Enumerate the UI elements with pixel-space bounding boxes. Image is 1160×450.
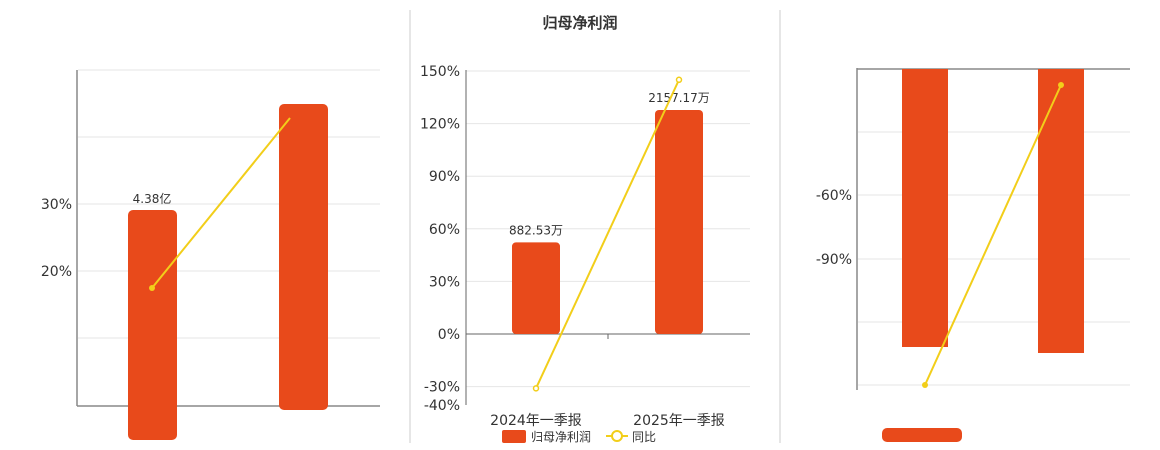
center-chart: 归母净利润 150% 120% 90% 60% 30% 0% -30% -40% 882.53…	[420, 14, 750, 444]
right-chart: -60% -90%	[816, 68, 1130, 442]
center-y-tick-label: 150%	[420, 64, 460, 80]
center-bar	[655, 110, 703, 334]
left-bar	[279, 104, 328, 410]
legend-swatch-yoy-marker	[611, 430, 623, 442]
center-yoy-line	[535, 79, 680, 389]
center-chart-title: 归母净利润	[542, 14, 617, 32]
center-yoy-point	[532, 385, 540, 392]
center-y-tick-label: 90%	[429, 169, 460, 185]
center-bar	[512, 242, 560, 334]
right-bar	[902, 69, 948, 347]
center-x-category-label: 2025年一季报	[633, 413, 725, 429]
left-chart: 30% 20% 4.38亿	[41, 69, 380, 440]
legend-swatch-net-profit	[502, 430, 526, 443]
left-yoy-line	[151, 117, 291, 289]
center-yoy-point	[675, 76, 683, 84]
right-yoy-line	[924, 84, 1062, 386]
legend-label-net-profit: 归母净利润	[531, 430, 591, 444]
right-bar	[1038, 69, 1084, 353]
center-bar-data-label: 882.53万	[509, 223, 563, 237]
center-x-categories: 2024年一季报 2025年一季报	[490, 413, 725, 429]
right-bar-fragment	[882, 428, 962, 442]
center-yoy-line-group	[532, 76, 683, 392]
left-bar	[128, 210, 177, 440]
center-y-tick-label: 30%	[429, 274, 460, 290]
left-y-tick-label: 30%	[41, 197, 72, 213]
center-x-category-label: 2024年一季报	[490, 413, 582, 429]
center-y-tick-label: 0%	[438, 327, 460, 343]
left-bar-data-label: 4.38亿	[133, 191, 172, 206]
center-y-tick-label: -40%	[424, 398, 460, 414]
center-y-tick-label: 60%	[429, 222, 460, 238]
legend-label-yoy: 同比	[632, 430, 656, 444]
center-bars: 882.53万 2157.17万	[509, 91, 710, 334]
center-legend: 归母净利润 同比	[502, 430, 656, 444]
center-bar-data-label: 2157.17万	[648, 91, 710, 105]
left-y-tick-label: 20%	[41, 264, 72, 280]
right-yoy-point	[922, 382, 928, 388]
right-y-tick-label: -60%	[816, 188, 852, 204]
center-y-tick-label: -30%	[424, 380, 460, 396]
right-yoy-point	[1058, 82, 1064, 88]
center-y-ticks: 150% 120% 90% 60% 30% 0% -30% -40%	[420, 64, 460, 414]
left-yoy-point	[149, 285, 155, 291]
center-y-tick-label: 120%	[420, 117, 460, 133]
right-y-tick-label: -90%	[816, 252, 852, 268]
